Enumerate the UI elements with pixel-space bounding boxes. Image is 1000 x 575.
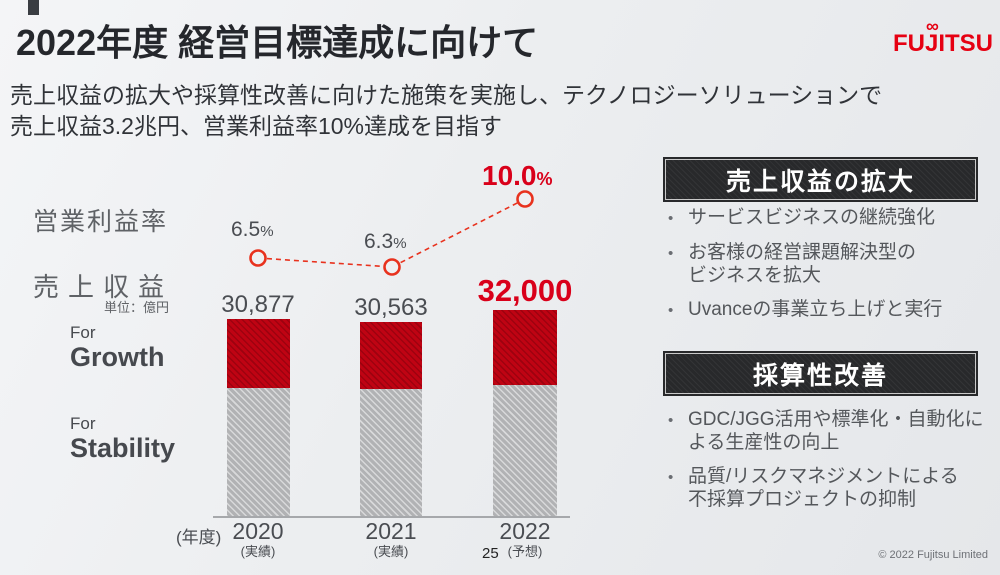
bar-2020-stability-segment (227, 388, 290, 517)
list-item: • サービスビジネスの継続強化 (668, 206, 986, 230)
bullet-text: 品質/リスクマネジメントによる (688, 466, 959, 487)
page-title: 2022年度 経営目標達成に向けて (16, 22, 539, 63)
year-2021: 2021 (365, 518, 417, 544)
percent-sign: % (260, 223, 274, 240)
panel-header-profitability: 採算性改善 (663, 351, 978, 396)
bullet-text: サービスビジネスの継続強化 (688, 207, 936, 228)
subtitle-line-1: 売上収益の拡大や採算性改善に向けた施策を実施し、テクノロジーソリューションで (10, 82, 883, 108)
bullet-text: GDC/JGG活用や標準化・自動化に (688, 409, 984, 430)
bar-2022-stability-segment (493, 385, 557, 517)
operating-margin-label: 営業利益率 (33, 208, 169, 236)
bar-value-2020: 30,877 (221, 291, 295, 318)
axis-year-unit-label: (年度) (176, 528, 222, 547)
for-growth-word: Growth (70, 342, 165, 372)
bar-2022-growth-segment (493, 310, 557, 385)
margin-value-2020: 6.5 (231, 218, 261, 241)
for-growth-prefix: For (70, 323, 96, 342)
year-2021-note: (実績) (373, 544, 409, 559)
x-axis-line (213, 516, 570, 518)
bullet-text-line2: よる生産性の向上 (688, 432, 840, 453)
list-item: • 品質/リスクマネジメントによる 不採算プロジェクトの抑制 (668, 465, 986, 511)
year-2020: 2020 (232, 518, 284, 544)
margin-point-2020 (249, 249, 267, 267)
year-2022-note: (予想) (507, 544, 543, 559)
profit-margin-line-chart (249, 190, 534, 276)
panel-title-revenue-growth: 売上収益の拡大 (725, 167, 915, 196)
for-stability-label: For Stability (70, 414, 175, 463)
for-stability-prefix: For (70, 414, 96, 433)
margin-label-2020: 6.5% (231, 218, 274, 242)
page-number: 25 (482, 545, 499, 562)
margin-value-2022: 10.0 (482, 160, 537, 191)
bullet-text: Uvanceの事業立ち上げと実行 (688, 299, 943, 320)
bullet-icon: • (668, 302, 674, 319)
panel-bullets-profitability: • GDC/JGG活用や標準化・自動化に よる生産性の向上 • 品質/リスクマネジ… (668, 408, 986, 511)
bullet-icon: • (668, 210, 674, 227)
margin-point-2022 (516, 190, 534, 208)
slide-subtitle: 売上収益の拡大や採算性改善に向けた施策を実施し、テクノロジーソリューションで 売… (10, 80, 882, 142)
percent-sign: % (536, 169, 553, 189)
list-item: • Uvanceの事業立ち上げと実行 (668, 298, 986, 322)
margin-value-2021: 6.3 (364, 230, 394, 253)
subtitle-line-2: 売上収益3.2兆円、営業利益率10%達成を目指す (10, 113, 503, 139)
corner-accent-mark (28, 0, 39, 15)
bullet-text: お客様の経営課題解決型の (688, 242, 917, 263)
fujitsu-logo: ∞ FUJITSU (893, 16, 994, 58)
bar-value-2022: 32,000 (477, 273, 573, 308)
revenue-label: 売上収益 (33, 272, 174, 302)
for-growth-label: For Growth (70, 323, 165, 372)
margin-label-2021: 6.3% (364, 230, 407, 254)
category-2020: 2020 (実績) (198, 518, 318, 560)
list-item: • お客様の経営課題解決型の ビジネスを拡大 (668, 241, 986, 287)
year-2020-note: (実績) (240, 544, 276, 559)
copyright-text: © 2022 Fujitsu Limited (878, 549, 988, 561)
panel-title-profitability: 採算性改善 (752, 361, 888, 390)
bar-2020-growth-segment (227, 319, 290, 388)
bar-value-2021: 30,563 (354, 294, 428, 321)
bullet-text-line2: 不採算プロジェクトの抑制 (688, 489, 917, 510)
margin-point-2021 (383, 258, 401, 276)
year-2022: 2022 (499, 518, 551, 544)
bar-2021-growth-segment (360, 322, 422, 389)
category-2022: 2022 (予想) (465, 518, 585, 560)
category-2021: 2021 (実績) (331, 518, 451, 560)
infinity-icon: ∞ (926, 16, 939, 36)
bullet-text-line2: ビジネスを拡大 (688, 265, 822, 286)
unit-note: 単位：億円 (104, 300, 170, 315)
panel-bullets-revenue-growth: • サービスビジネスの継続強化 • お客様の経営課題解決型の ビジネスを拡大 • … (668, 206, 986, 322)
bullet-icon: • (668, 245, 674, 262)
list-item: • GDC/JGG活用や標準化・自動化に よる生産性の向上 (668, 408, 986, 454)
bar-2021-stability-segment (360, 389, 422, 517)
for-stability-word: Stability (70, 433, 176, 463)
percent-sign: % (393, 235, 407, 252)
fujitsu-logo-text: FUJITSU (893, 30, 994, 57)
bullet-icon: • (668, 412, 674, 429)
bullet-icon: • (668, 469, 674, 486)
panel-header-revenue-growth: 売上収益の拡大 (663, 157, 978, 202)
margin-label-2022: 10.0% (482, 160, 553, 192)
